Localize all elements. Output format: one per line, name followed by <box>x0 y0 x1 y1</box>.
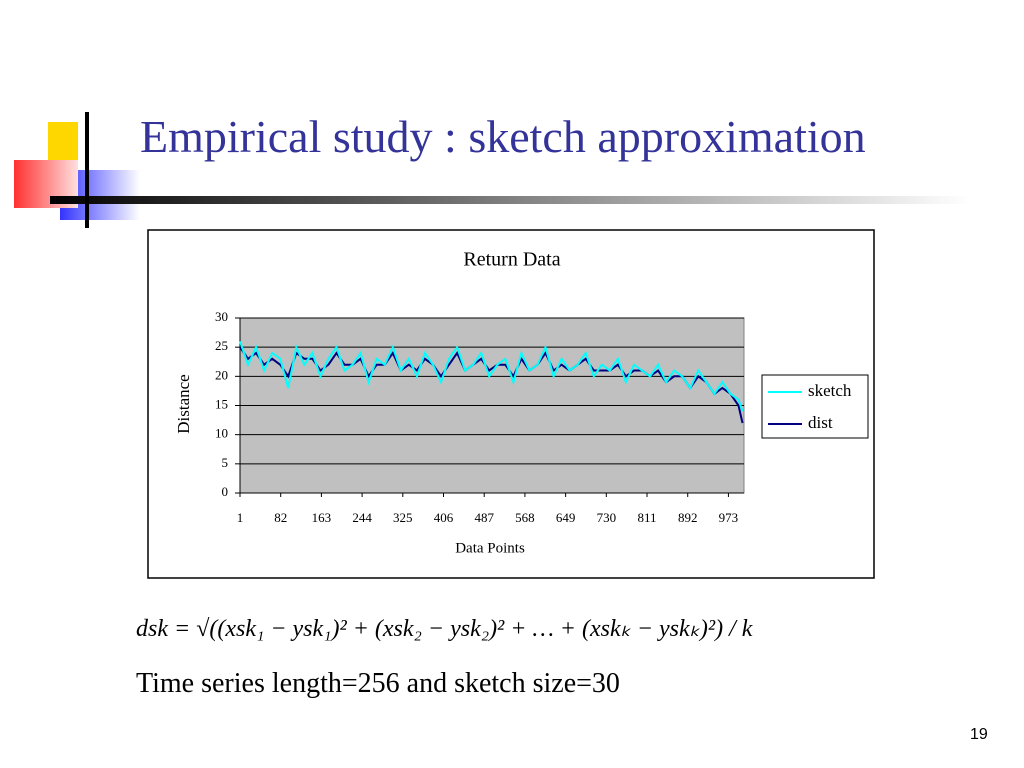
y-tick-label: 20 <box>215 367 228 382</box>
title-rule <box>50 196 970 204</box>
x-tick-label: 244 <box>352 510 372 525</box>
legend-box <box>761 374 869 439</box>
legend-label: sketch <box>808 381 852 400</box>
x-tick-label: 406 <box>434 510 454 525</box>
formula: dsk = √((xsk₁ − ysk₁)² + (xsk₂ − ysk₂)² … <box>136 616 753 642</box>
x-tick-label: 568 <box>515 510 535 525</box>
x-axis-label: Data Points <box>455 540 525 556</box>
x-tick-label: 892 <box>678 510 698 525</box>
y-tick-label: 0 <box>222 484 229 499</box>
page-number: 19 <box>970 726 988 743</box>
y-tick-label: 15 <box>215 396 228 411</box>
y-axis-label: Distance <box>174 374 193 433</box>
x-tick-label: 649 <box>556 510 576 525</box>
y-tick-label: 10 <box>215 426 228 441</box>
vertical-rule <box>85 112 89 228</box>
x-tick-label: 1 <box>237 510 244 525</box>
y-tick-label: 30 <box>215 309 228 324</box>
x-tick-label: 163 <box>312 510 332 525</box>
legend-label: dist <box>808 413 833 432</box>
x-tick-label: 811 <box>638 510 657 525</box>
yellow-square <box>48 122 78 162</box>
y-tick-label: 25 <box>215 338 228 353</box>
x-tick-label: 82 <box>274 510 287 525</box>
x-tick-label: 487 <box>474 510 494 525</box>
chart-title: Return Data <box>463 249 560 271</box>
x-tick-label: 973 <box>719 510 739 525</box>
caption: Time series length=256 and sketch size=3… <box>136 668 620 699</box>
slide-title: Empirical study : sketch approximation <box>140 111 866 162</box>
x-tick-label: 325 <box>393 510 413 525</box>
y-tick-label: 5 <box>222 455 229 470</box>
series-line <box>239 340 744 412</box>
x-tick-label: 730 <box>597 510 617 525</box>
